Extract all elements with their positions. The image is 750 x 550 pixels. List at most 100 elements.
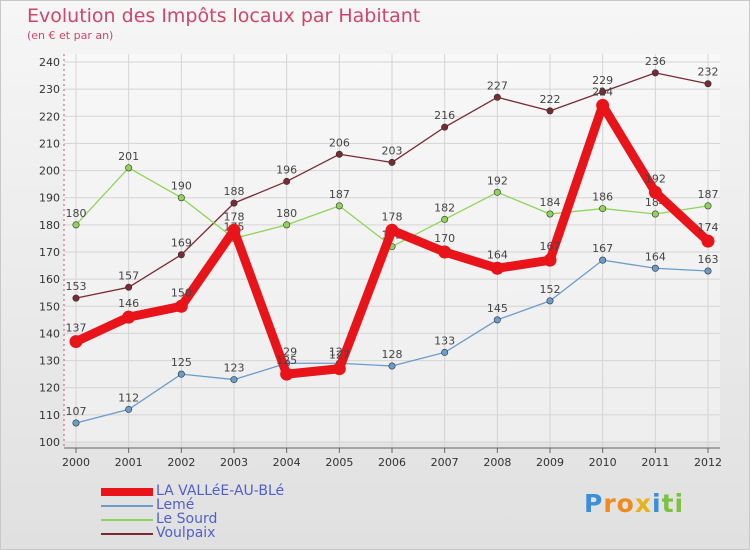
data-label: 190 <box>171 180 192 193</box>
data-label: 145 <box>487 302 508 315</box>
x-tick-label: 2003 <box>220 456 248 469</box>
data-point[interactable] <box>72 419 80 427</box>
logo-letter: x <box>634 489 652 518</box>
x-tick-label: 2008 <box>483 456 511 469</box>
data-label: 157 <box>118 269 139 282</box>
data-point[interactable] <box>177 194 185 202</box>
data-point[interactable] <box>599 256 607 264</box>
data-point[interactable] <box>490 261 504 275</box>
data-label: 178 <box>382 210 403 223</box>
data-point[interactable] <box>546 210 554 218</box>
data-label: 187 <box>329 188 350 201</box>
data-label: 125 <box>171 356 192 369</box>
data-point[interactable] <box>125 283 133 291</box>
x-tick-label: 2002 <box>167 456 195 469</box>
data-point[interactable] <box>596 98 610 112</box>
chart-subtitle: (en € et par an) <box>27 29 114 42</box>
y-tick-label: 210 <box>39 137 60 150</box>
data-point[interactable] <box>704 80 712 88</box>
data-point[interactable] <box>441 215 449 223</box>
data-point[interactable] <box>125 405 133 413</box>
data-point[interactable] <box>493 188 501 196</box>
data-label: 229 <box>592 74 613 87</box>
x-tick-label: 2010 <box>589 456 617 469</box>
data-label: 186 <box>592 191 613 204</box>
data-label: 133 <box>434 334 455 347</box>
data-point[interactable] <box>283 177 291 185</box>
data-point[interactable] <box>704 202 712 210</box>
logo-letter: t <box>661 489 675 518</box>
x-tick-label: 2006 <box>378 456 406 469</box>
y-tick-label: 170 <box>39 246 60 259</box>
data-label: 137 <box>66 322 87 335</box>
data-point[interactable] <box>546 107 554 115</box>
data-point[interactable] <box>174 299 188 313</box>
data-point[interactable] <box>651 69 659 77</box>
legend-swatch <box>101 505 153 507</box>
data-label: 222 <box>540 93 561 106</box>
data-point[interactable] <box>546 297 554 305</box>
x-tick-label: 2004 <box>273 456 301 469</box>
data-point[interactable] <box>177 370 185 378</box>
y-tick-label: 140 <box>39 327 60 340</box>
data-point[interactable] <box>651 210 659 218</box>
data-point[interactable] <box>388 362 396 370</box>
y-tick-label: 160 <box>39 273 60 286</box>
data-point[interactable] <box>701 234 715 248</box>
data-point[interactable] <box>122 310 136 324</box>
data-point[interactable] <box>332 362 346 376</box>
data-point[interactable] <box>335 150 343 158</box>
data-point[interactable] <box>651 264 659 272</box>
data-label: 232 <box>698 66 719 79</box>
data-point[interactable] <box>230 199 238 207</box>
data-label: 192 <box>487 174 508 187</box>
data-point[interactable] <box>543 253 557 267</box>
legend-item-leme[interactable]: Lemé <box>101 497 361 513</box>
logo-letter: i <box>674 489 685 518</box>
x-tick-label: 2005 <box>325 456 353 469</box>
data-point[interactable] <box>385 223 399 237</box>
data-point[interactable] <box>335 202 343 210</box>
legend-label: Voulpaix <box>156 525 216 541</box>
data-label: 174 <box>698 221 719 234</box>
data-label: 192 <box>645 172 666 185</box>
data-label: 123 <box>224 362 245 375</box>
legend-item-le-sourd[interactable]: Le Sourd <box>101 511 361 527</box>
y-tick-label: 200 <box>39 165 60 178</box>
y-tick-label: 190 <box>39 192 60 205</box>
data-point[interactable] <box>648 185 662 199</box>
data-label: 125 <box>276 354 297 367</box>
data-point[interactable] <box>69 335 83 349</box>
data-label: 206 <box>329 136 350 149</box>
data-point[interactable] <box>125 164 133 172</box>
legend-item-la-vallee-au-ble[interactable]: LA VALLéE-AU-BLé <box>101 483 361 499</box>
data-point[interactable] <box>493 93 501 101</box>
data-point[interactable] <box>72 221 80 229</box>
data-label: 169 <box>171 237 192 250</box>
data-point[interactable] <box>441 348 449 356</box>
data-point[interactable] <box>704 267 712 275</box>
legend-label: Lemé <box>156 497 195 513</box>
data-point[interactable] <box>388 158 396 166</box>
data-point[interactable] <box>227 223 241 237</box>
data-point[interactable] <box>438 245 452 259</box>
data-point[interactable] <box>599 205 607 213</box>
data-point[interactable] <box>283 221 291 229</box>
data-label: 152 <box>540 283 561 296</box>
data-label: 182 <box>434 201 455 214</box>
data-point[interactable] <box>72 294 80 302</box>
data-point[interactable] <box>599 88 607 96</box>
legend-swatch <box>101 533 153 535</box>
data-point[interactable] <box>230 376 238 384</box>
data-label: 216 <box>434 109 455 122</box>
legend-item-voulpaix[interactable]: Voulpaix <box>101 525 361 541</box>
logo-letter: r <box>603 489 617 518</box>
data-point[interactable] <box>177 251 185 259</box>
data-point[interactable] <box>441 123 449 131</box>
data-point[interactable] <box>493 316 501 324</box>
data-point[interactable] <box>280 367 294 381</box>
data-label: 150 <box>171 286 192 299</box>
y-tick-label: 240 <box>39 56 60 69</box>
